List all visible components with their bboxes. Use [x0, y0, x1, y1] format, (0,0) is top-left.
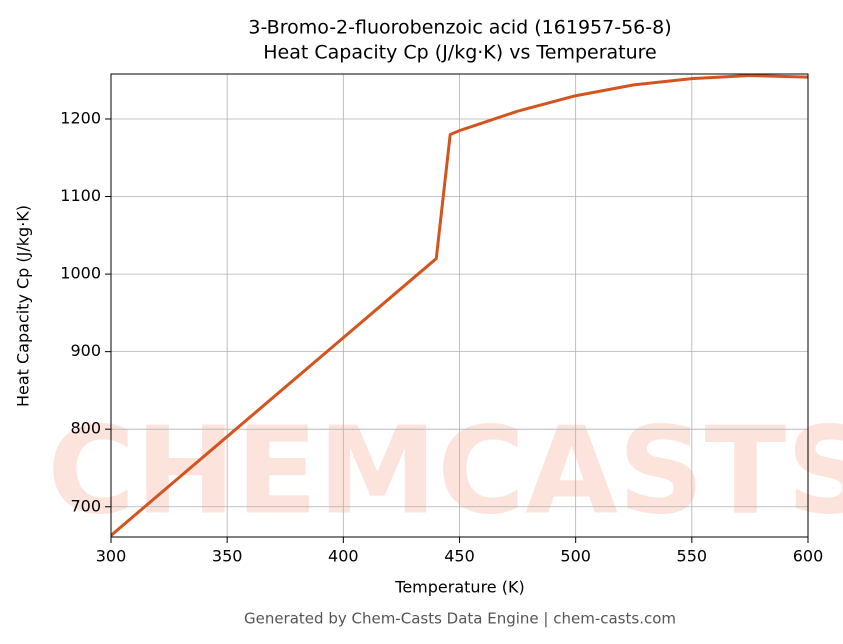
footer: Generated by Chem-Casts Data Engine | ch… — [244, 610, 676, 628]
y-tick-label: 900 — [70, 341, 101, 360]
y-tick-label: 1100 — [60, 186, 101, 205]
x-tick-label: 450 — [444, 547, 475, 566]
y-tick-label: 1200 — [60, 108, 101, 127]
y-tick-label: 800 — [70, 419, 101, 438]
watermark: CHEMCASTS — [47, 403, 843, 542]
y-tick-label: 700 — [70, 496, 101, 515]
x-tick-label: 400 — [328, 547, 359, 566]
x-tick-label: 500 — [560, 547, 591, 566]
chart-title: 3-Bromo-2-fluorobenzoic acid (161957-56-… — [248, 17, 671, 39]
plot-frame — [110, 73, 809, 538]
x-tick-label: 600 — [793, 547, 824, 566]
y-tick-label: 1000 — [60, 264, 101, 283]
x-tick-label: 300 — [96, 547, 127, 566]
x-axis-label: Temperature (K) — [394, 578, 524, 597]
x-tick-label: 350 — [212, 547, 243, 566]
data-line — [111, 74, 808, 537]
x-tick-label: 550 — [677, 547, 708, 566]
y-axis-label: Heat Capacity Cp (J/kg·K) — [14, 205, 33, 407]
chart-subtitle: Heat Capacity Cp (J/kg·K) vs Temperature — [263, 42, 657, 64]
